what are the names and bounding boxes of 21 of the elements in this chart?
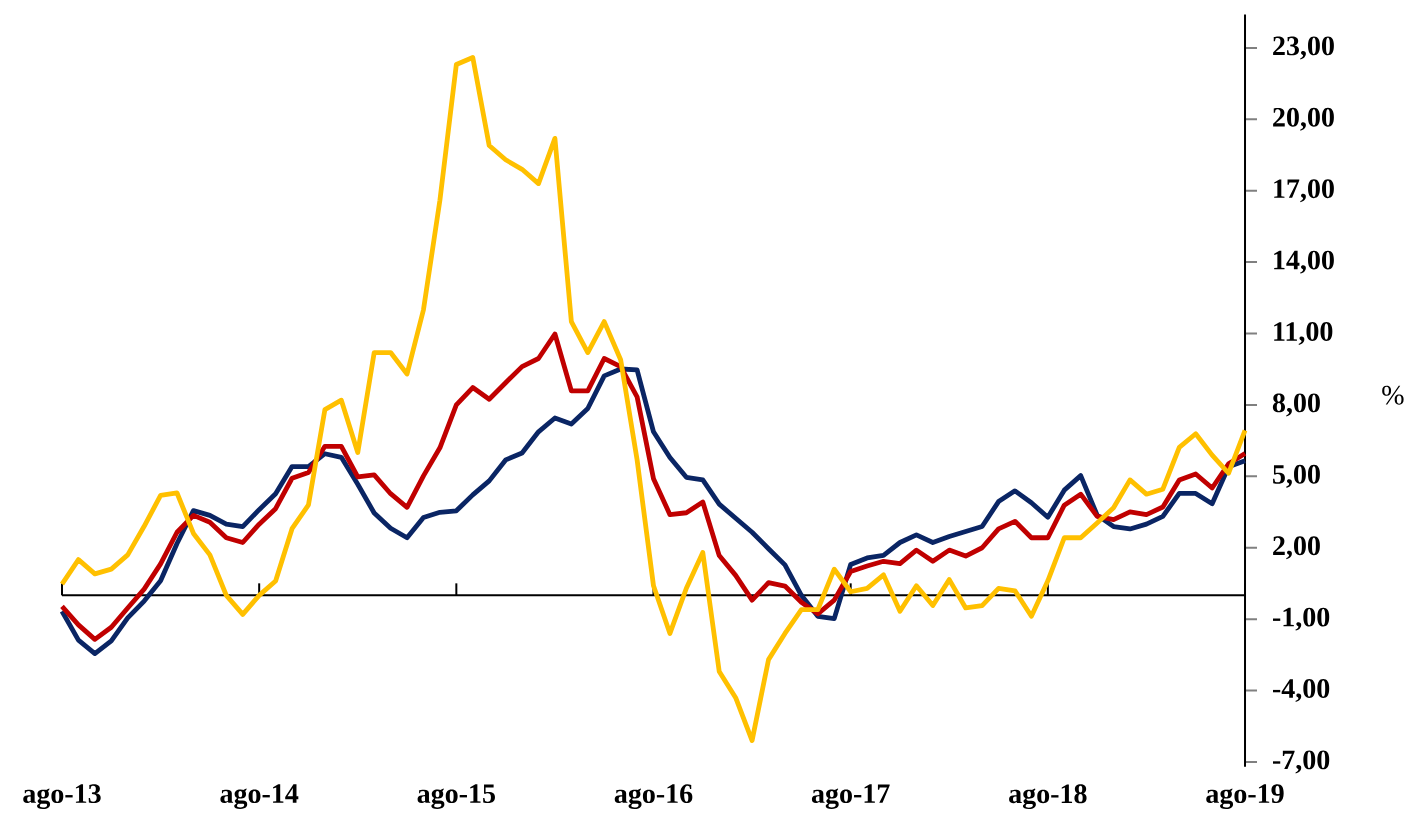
y-tick-label: 2,00	[1273, 536, 1320, 560]
x-tick-label: ago-17	[811, 784, 890, 809]
y-tick-label: -7,00	[1272, 750, 1330, 774]
x-tick-label: ago-14	[220, 784, 299, 809]
y-tick-label: -4,00	[1272, 679, 1330, 703]
y-tick-label: -1,00	[1272, 607, 1330, 631]
y-tick-label: 20,00	[1273, 107, 1334, 131]
line-series	[59, 331, 1248, 642]
x-tick-label: ago-19	[1206, 784, 1284, 810]
y-tick-label: 11,00	[1274, 322, 1333, 345]
y-tick-label: 14,00	[1274, 250, 1334, 274]
x-tick-label: ago-13	[23, 784, 101, 810]
y-axis-title: %	[1382, 385, 1404, 405]
x-tick-label: ago-15	[417, 784, 495, 809]
line-series	[59, 55, 1248, 743]
y-tick-label: 23,00	[1273, 36, 1334, 60]
x-tick-label: ago-18	[1009, 784, 1087, 810]
y-tick-label: 17,00	[1274, 179, 1334, 203]
y-tick-label: 8,00	[1272, 393, 1320, 417]
x-tick-label: ago-16	[614, 784, 693, 810]
y-tick-label: 5,00	[1273, 464, 1320, 488]
